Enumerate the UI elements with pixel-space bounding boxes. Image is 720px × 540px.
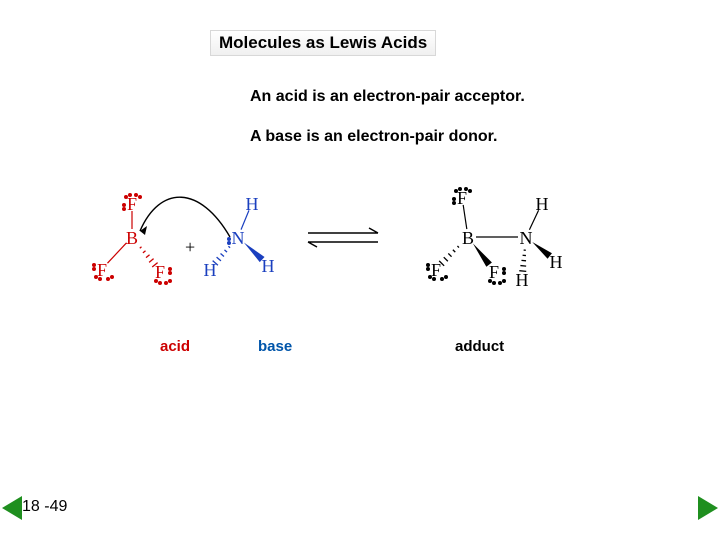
atom-B1: B xyxy=(124,228,140,249)
lone-pair-dot xyxy=(128,193,132,197)
atom-H2a: H xyxy=(534,194,550,215)
label-adduct: adduct xyxy=(455,338,504,355)
lone-pair-dot xyxy=(502,279,506,283)
lone-pair-dot xyxy=(227,241,231,245)
lone-pair-dot xyxy=(502,271,506,275)
atom-H2b: H xyxy=(548,252,564,273)
lone-pair-dot xyxy=(110,275,114,279)
atom-N1: N xyxy=(230,228,246,249)
lone-pair-dot xyxy=(168,279,172,283)
atom-H2c: H xyxy=(514,270,530,291)
plus-sign: + xyxy=(185,237,195,258)
lone-pair-dot xyxy=(426,267,430,271)
lone-pair-dot xyxy=(122,207,126,211)
prev-slide-button[interactable] xyxy=(2,496,22,520)
lone-pair-dot xyxy=(98,277,102,281)
label-acid: acid xyxy=(160,338,190,355)
atom-H1b: H xyxy=(202,260,218,281)
definition-base: A base is an electron-pair donor. xyxy=(250,128,497,146)
atom-H1a: H xyxy=(244,194,260,215)
lone-pair-dot xyxy=(158,281,162,285)
slide-title: Molecules as Lewis Acids xyxy=(210,30,436,56)
lone-pair-dot xyxy=(168,271,172,275)
lone-pair-dot xyxy=(444,275,448,279)
lone-pair-dot xyxy=(458,187,462,191)
next-slide-button[interactable] xyxy=(698,496,718,520)
reaction-diagram: BFFFNHHHBFFFNHHH + xyxy=(80,175,650,315)
atom-B2: B xyxy=(460,228,476,249)
lone-pair-dot xyxy=(432,277,436,281)
definition-acid: An acid is an electron-pair acceptor. xyxy=(250,88,525,106)
lone-pair-dot xyxy=(92,267,96,271)
atom-H1c: H xyxy=(260,256,276,277)
label-base: base xyxy=(258,338,292,355)
page-number: 18 -49 xyxy=(22,498,67,516)
atom-N2: N xyxy=(518,228,534,249)
lone-pair-dot xyxy=(492,281,496,285)
lone-pair-dot xyxy=(468,189,472,193)
lone-pair-dot xyxy=(138,195,142,199)
lone-pair-dot xyxy=(452,201,456,205)
